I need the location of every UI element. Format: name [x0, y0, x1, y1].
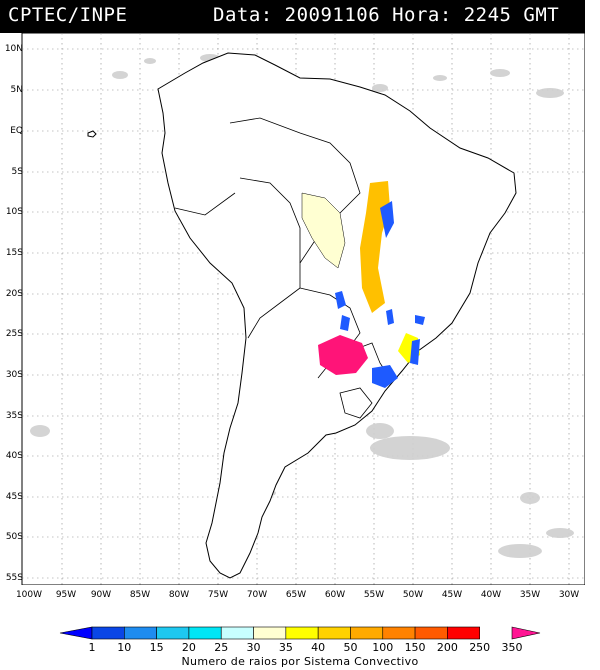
colorbar-label: 250 — [469, 641, 491, 654]
colorbar-swatches — [59, 626, 541, 640]
lat-label: 15S — [5, 248, 23, 258]
agency-title: CPTEC/INPE — [8, 4, 128, 26]
lon-label: 30W — [558, 590, 580, 600]
lon-label: 80W — [168, 590, 190, 600]
header-bar: CPTEC/INPE Data: 20091106 Hora: 2245 GMT — [0, 0, 585, 33]
lat-label: 30S — [5, 370, 23, 380]
lon-label: 65W — [285, 590, 307, 600]
coastline — [87, 52, 517, 579]
colorbar-swatch — [382, 626, 416, 640]
colorbar-swatch — [285, 626, 319, 640]
lon-label: 95W — [55, 590, 77, 600]
colorbar-swatch — [220, 626, 254, 640]
lat-label: 20S — [5, 289, 23, 299]
lat-label: 35S — [5, 411, 23, 421]
lat-label: 55S — [5, 573, 23, 583]
colorbar-swatch — [414, 626, 448, 640]
colorbar-swatch — [350, 626, 384, 640]
lon-label: 90W — [90, 590, 112, 600]
lon-label: 60W — [324, 590, 346, 600]
colorbar-label: 100 — [372, 641, 394, 654]
colorbar-swatch — [91, 626, 125, 640]
colorbar-swatch — [59, 626, 93, 640]
lon-label: 100W — [15, 590, 43, 600]
lon-label: 55W — [363, 590, 385, 600]
colorbar-label: 50 — [343, 641, 358, 654]
colorbar-label: 200 — [436, 641, 458, 654]
date-time-title: Data: 20091106 Hora: 2245 GMT — [213, 4, 560, 26]
lon-label: 40W — [480, 590, 502, 600]
colorbar-label: 20 — [181, 641, 196, 654]
lat-label: 40S — [5, 451, 23, 461]
colorbar-swatch — [253, 626, 287, 640]
colorbar-swatch — [447, 626, 480, 640]
lat-label: 10N — [4, 44, 23, 54]
colorbar-label: 25 — [214, 641, 229, 654]
lon-label: 45W — [441, 590, 463, 600]
lat-label: 5S — [11, 167, 23, 177]
colorbar-label: 150 — [404, 641, 426, 654]
colorbar-label: 10 — [117, 641, 132, 654]
lon-label: 85W — [129, 590, 151, 600]
colorbar-label: 35 — [278, 641, 293, 654]
lat-label: 50S — [5, 532, 23, 542]
lat-label: EQ — [10, 126, 23, 136]
colorbar-label: 1 — [88, 641, 96, 654]
colorbar-swatch — [188, 626, 222, 640]
colorbar-swatch — [124, 626, 157, 640]
colorbar-label: 15 — [149, 641, 164, 654]
lat-label: 10S — [5, 207, 23, 217]
colorbar-label: 40 — [311, 641, 326, 654]
lat-label: 25S — [5, 329, 23, 339]
lat-label: 45S — [5, 492, 23, 502]
lightning-systems — [301, 181, 425, 388]
lon-label: 70W — [246, 590, 268, 600]
colorbar-label: 350 — [501, 641, 523, 654]
colorbar-swatch — [511, 626, 541, 640]
lon-label: 35W — [519, 590, 541, 600]
lat-label: 5N — [10, 85, 23, 95]
lon-label: 50W — [402, 590, 424, 600]
colorbar-title: Numero de raios por Sistema Convectivo — [181, 655, 419, 668]
colorbar-swatch — [156, 626, 190, 640]
colorbar — [59, 626, 541, 640]
lon-label: 75W — [207, 590, 229, 600]
map-panel — [21, 33, 585, 585]
colorbar-swatch — [317, 626, 351, 640]
colorbar-label: 30 — [246, 641, 261, 654]
